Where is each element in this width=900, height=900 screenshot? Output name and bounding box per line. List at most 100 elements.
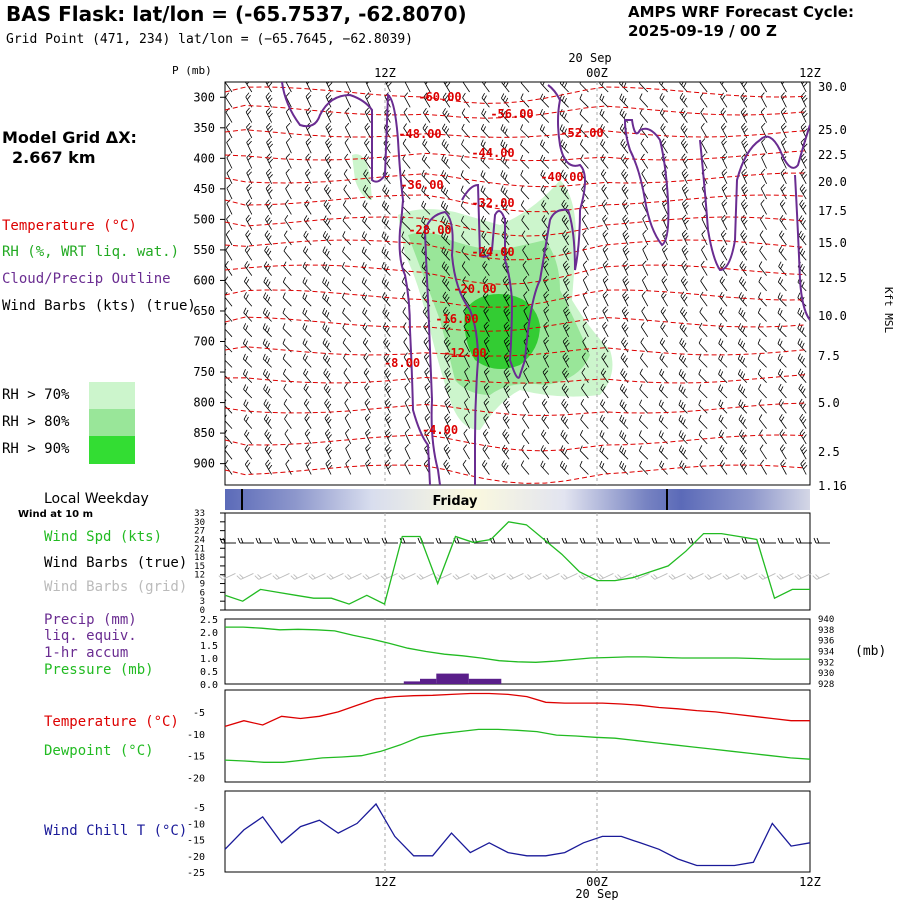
wind-barb (777, 353, 787, 368)
surface-barbs-grid (218, 573, 830, 580)
wind-speed-legend: Wind Spd (kts) (44, 529, 163, 545)
wind-barb (699, 291, 708, 307)
wind-barb (323, 215, 332, 230)
surface-barb-grid (416, 573, 434, 580)
wind-barb (225, 399, 233, 414)
wind-barb (737, 338, 748, 353)
precip-bar (436, 673, 453, 684)
wind-barb (599, 460, 609, 475)
wind-barb (719, 444, 728, 460)
surface-barb-true (255, 537, 272, 544)
cross-wind-barbs (225, 82, 808, 475)
wind-barb (322, 323, 332, 338)
wind-barb (521, 230, 530, 246)
wind-barb (797, 338, 807, 353)
wind-barb (738, 414, 748, 429)
surface-barb-grid (614, 573, 632, 580)
wind-barb (739, 245, 748, 261)
wind-barb (243, 384, 253, 399)
wind-barb (679, 338, 688, 353)
temperature-tick: -15 (187, 752, 205, 763)
weekday-label: Friday (432, 494, 478, 509)
pressure-tick-label: 700 (193, 335, 215, 349)
wind-barb (640, 337, 649, 353)
wind-barb (522, 398, 530, 414)
temperature-legend: Temperature (°C) (2, 218, 137, 234)
wind-barb (503, 382, 511, 399)
wind-barb (381, 277, 391, 292)
wind-barb (244, 459, 253, 475)
wind-barb (265, 199, 273, 215)
cloud-outline-right-3 (794, 174, 810, 321)
wind-barb (441, 261, 451, 276)
isotherm-line (225, 264, 806, 285)
wind-barb (265, 184, 273, 200)
wind-barb (721, 168, 728, 184)
wind-barb (522, 413, 530, 429)
wind-barb (561, 214, 569, 230)
wind-barb (520, 108, 530, 123)
wind-barb (225, 92, 233, 108)
wind-barb (362, 307, 371, 322)
wind-barb (442, 306, 451, 322)
wind-barb (799, 184, 807, 200)
wind-barb (579, 460, 589, 475)
wind-barb (383, 337, 391, 353)
isotherm-line (225, 172, 806, 188)
surface-barb-true (363, 537, 380, 544)
wind-barb (659, 93, 668, 108)
wind-barb (404, 382, 411, 399)
wind-barb (760, 82, 767, 93)
wind-barb (800, 82, 808, 93)
isotherm-line (225, 216, 806, 237)
wind-barb (522, 260, 530, 276)
wind-barb (581, 214, 589, 230)
wind-barb (441, 139, 451, 154)
wind-barb (422, 123, 431, 139)
wind-barb (304, 184, 312, 200)
wind-barb (245, 214, 253, 230)
wind-10m-label: Wind at 10 m (18, 509, 94, 520)
wind-barb (302, 292, 312, 307)
wind-barb (778, 246, 787, 261)
wind-barb (777, 368, 787, 383)
wind-barb (482, 291, 490, 307)
wind-barb (322, 292, 332, 307)
wind-speed-tick: 3 (200, 597, 205, 607)
wind-speed-tick: 27 (194, 527, 205, 537)
wind-barb (245, 199, 253, 215)
wind-barb (243, 292, 253, 307)
precip-legend-1: Precip (mm) (44, 612, 137, 628)
temperature-contour-label: -36.00 (400, 178, 443, 192)
wind-barb (342, 337, 352, 353)
page-title: BAS Flask: lat/lon = (-65.7537, -62.8070… (6, 2, 467, 26)
wind-barb (777, 292, 787, 307)
wind-barb (322, 246, 332, 261)
wind-barb (285, 168, 292, 184)
temperature-contour-label: -16.00 (435, 312, 478, 326)
wind-barb (242, 353, 253, 368)
dewpoint-legend: Dewpoint (°C) (44, 743, 154, 759)
wind-barb (542, 367, 550, 383)
wind-barb (442, 291, 451, 307)
temperature-tick: -20 (187, 774, 205, 785)
wind-barb (303, 368, 312, 383)
temperature-contour-label: -24.00 (471, 245, 514, 259)
wind-barb (678, 445, 688, 460)
wind-barb (680, 123, 688, 139)
wind-barb (361, 246, 371, 261)
surface-barb-true (633, 537, 650, 544)
surface-barb-true (615, 537, 632, 544)
wind-barb (501, 82, 510, 93)
wind-barb (303, 230, 312, 246)
wind-barb (481, 245, 490, 261)
wind-barbs-legend: Wind Barbs (kts) (true) (2, 298, 196, 314)
windchill-tick: -10 (187, 819, 205, 830)
wind-panel-frame (224, 512, 811, 611)
wind-barb (481, 230, 490, 246)
wind-barb (619, 430, 629, 445)
wind-barb (480, 215, 490, 230)
wind-barb (602, 260, 609, 276)
wind-barb (579, 93, 589, 108)
wind-barb (444, 413, 452, 429)
